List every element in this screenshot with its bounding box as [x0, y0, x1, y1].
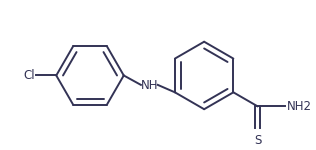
Text: NH: NH: [141, 79, 158, 92]
Text: S: S: [254, 134, 261, 147]
Text: NH2: NH2: [287, 100, 312, 113]
Text: Cl: Cl: [24, 69, 35, 82]
